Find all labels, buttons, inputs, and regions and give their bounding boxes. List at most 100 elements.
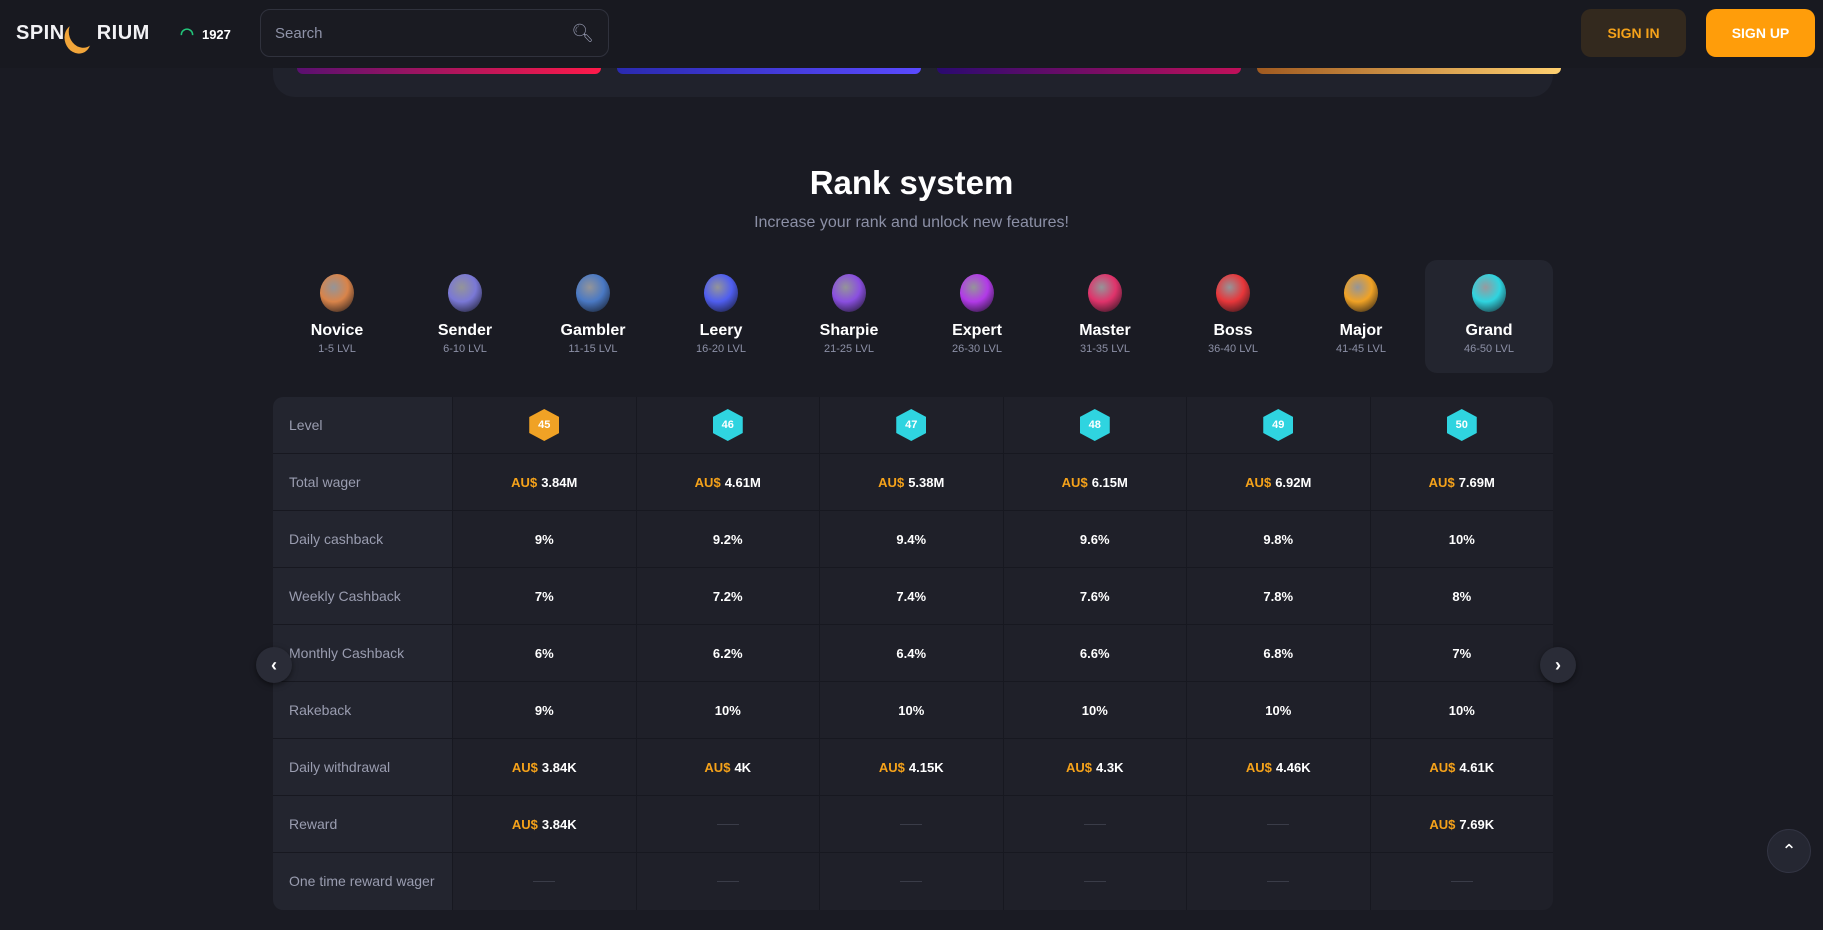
cell-value: 9.8% (1263, 531, 1294, 547)
rank-levels: 16-20 LVL (696, 343, 746, 355)
level-number: 48 (1088, 419, 1101, 431)
cell-value: 3.84M (541, 474, 578, 490)
rank-name: Sharpie (819, 322, 879, 339)
table-cell: 10% (636, 682, 820, 738)
table-cell (820, 796, 1004, 852)
table-cell: AU$ 6.15M (1003, 454, 1187, 510)
currency: AU$ (1061, 474, 1088, 490)
cell-value: 7.69M (1458, 474, 1495, 490)
cell-value: 6.4% (896, 645, 927, 661)
level-badge-icon: 47 (896, 409, 927, 441)
cell-value: 9% (534, 702, 554, 718)
rank-item-boss[interactable]: Boss 36-40 LVL (1169, 260, 1297, 373)
table-cell (453, 853, 637, 910)
table-cell: AU$ 4K (636, 739, 820, 795)
empty-dash (1267, 881, 1290, 882)
rank-levels: 1-5 LVL (318, 343, 356, 355)
level-number: 49 (1272, 419, 1285, 431)
table-cell: AU$ 3.84K (453, 796, 637, 852)
currency: AU$ (511, 816, 538, 832)
cell-value: 4.46K (1275, 759, 1311, 775)
level-cell: 47 (820, 397, 1004, 453)
level-number: 47 (905, 419, 918, 431)
table-cell: 6.8% (1187, 625, 1371, 681)
rank-levels: 46-50 LVL (1464, 343, 1514, 355)
rank-levels: 31-35 LVL (1080, 343, 1130, 355)
level-badge-icon: 48 (1079, 409, 1110, 441)
row-label: Level (273, 397, 453, 453)
search-box[interactable]: 🔍︎ (260, 9, 609, 57)
currency: AU$ (1428, 474, 1455, 490)
rank-item-gambler[interactable]: Gambler 11-15 LVL (529, 260, 657, 373)
logo-text: RIUM (96, 21, 150, 44)
rank-levels: 41-45 LVL (1336, 343, 1386, 355)
level-badge-icon: 50 (1446, 409, 1477, 441)
rank-item-novice[interactable]: Novice 1-5 LVL (273, 260, 401, 373)
online-counter: ◠ 1927 (180, 24, 231, 44)
rank-name: Major (1339, 322, 1383, 339)
row-label: Daily withdrawal (273, 739, 453, 795)
table-row: Daily cashback 9% 9.2% 9.4% 9.6% 9.8% 10% (273, 511, 1553, 568)
rank-name: Expert (952, 322, 1002, 339)
rank-badge-icon (448, 274, 482, 312)
rank-levels: 21-25 LVL (824, 343, 874, 355)
sign-in-button[interactable]: SIGN IN (1581, 9, 1686, 57)
cell-value: 10% (898, 702, 925, 718)
cell-value: 4.61K (1459, 759, 1495, 775)
cell-value: 6% (534, 645, 554, 661)
currency: AU$ (1066, 759, 1093, 775)
search-input[interactable] (275, 24, 572, 42)
rank-item-sender[interactable]: Sender 6-10 LVL (401, 260, 529, 373)
currency: AU$ (1429, 816, 1456, 832)
logo[interactable]: SPIN RIUM (16, 18, 150, 48)
table-cell: AU$ 4.3K (1003, 739, 1187, 795)
search-icon[interactable]: 🔍︎ (571, 22, 594, 43)
row-label: Reward (273, 796, 453, 852)
table-row: Daily withdrawal AU$ 3.84K AU$ 4K AU$ 4.15K AU$… (273, 739, 1553, 796)
next-button[interactable]: › (1540, 647, 1576, 683)
rank-item-expert[interactable]: Expert 26-30 LVL (913, 260, 1041, 373)
prev-button[interactable]: ‹ (256, 647, 292, 683)
scroll-to-top-button[interactable]: ⌃ (1767, 829, 1811, 873)
table-cell: AU$ 4.15K (820, 739, 1004, 795)
table-cell (1187, 853, 1371, 910)
cell-value: 10% (714, 702, 741, 718)
table-row: Rakeback 9% 10% 10% 10% 10% 10% (273, 682, 1553, 739)
currency: AU$ (511, 759, 538, 775)
rank-item-grand[interactable]: Grand 46-50 LVL (1425, 260, 1553, 373)
cell-value: 4.15K (908, 759, 944, 775)
header: SPIN RIUM ◠ 1927 🔍︎ SIGN IN SIGN UP (0, 0, 1823, 68)
table-cell: 10% (1187, 682, 1371, 738)
table-row: Weekly Cashback 7% 7.2% 7.4% 7.6% 7.8% 8% (273, 568, 1553, 625)
cell-value: 4.61M (724, 474, 761, 490)
cell-value: 10% (1081, 702, 1108, 718)
table-cell: AU$ 6.92M (1187, 454, 1371, 510)
table-cell: AU$ 5.38M (820, 454, 1004, 510)
empty-dash (900, 881, 923, 882)
currency: AU$ (704, 759, 731, 775)
cell-value: 8% (1452, 588, 1472, 604)
rank-item-master[interactable]: Master 31-35 LVL (1041, 260, 1169, 373)
table-cell: 7.4% (820, 568, 1004, 624)
table-cell (1187, 796, 1371, 852)
rank-item-leery[interactable]: Leery 16-20 LVL (657, 260, 785, 373)
level-cell: 48 (1003, 397, 1187, 453)
cell-value: 7.2% (712, 588, 743, 604)
rank-badge-icon (832, 274, 866, 312)
sign-up-button[interactable]: SIGN UP (1706, 9, 1815, 57)
rank-item-sharpie[interactable]: Sharpie 21-25 LVL (785, 260, 913, 373)
level-badge-icon: 49 (1263, 409, 1294, 441)
row-label: Monthly Cashback (273, 625, 453, 681)
table-cell: 8% (1370, 568, 1553, 624)
level-cell: 50 (1370, 397, 1553, 453)
chevron-up-icon: ⌃ (1781, 840, 1797, 861)
rank-levels: 6-10 LVL (443, 343, 487, 355)
rank-list: Novice 1-5 LVL Sender 6-10 LVL Gambler 11-15 … (273, 260, 1553, 373)
card-bar (1257, 68, 1561, 74)
row-label: Weekly Cashback (273, 568, 453, 624)
rank-item-major[interactable]: Major 41-45 LVL (1297, 260, 1425, 373)
cell-value: 7.6% (1079, 588, 1110, 604)
cell-value: 9.4% (896, 531, 927, 547)
cell-value: 9.6% (1079, 531, 1110, 547)
rank-badge-icon (1344, 274, 1378, 312)
